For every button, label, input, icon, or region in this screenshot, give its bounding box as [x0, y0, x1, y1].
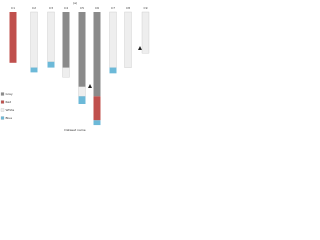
chart: (a) Dataset name C1 C2 C3 C4 C5 C6 C7 C8 C9 Gray R… — [0, 1, 150, 132]
legend-swatch — [0, 116, 5, 120]
bar-segment — [62, 67, 70, 78]
legend-label: Blue — [6, 116, 13, 120]
bar-segment — [109, 67, 117, 74]
legend-label: Red — [6, 100, 12, 104]
marker — [138, 46, 142, 50]
marker — [88, 84, 92, 88]
bar-segment — [93, 12, 101, 97]
legend-swatch — [0, 108, 5, 112]
bar-segment — [47, 11, 55, 62]
bar-segment — [78, 12, 86, 87]
x-tick-label: C1 — [11, 6, 15, 10]
x-tick-label: C4 — [64, 6, 68, 10]
bar-segment — [78, 96, 86, 104]
bar-segment — [109, 11, 117, 68]
bar-segment — [78, 86, 86, 97]
x-tick-label: C5 — [80, 6, 84, 10]
bar-segment — [47, 61, 55, 68]
x-tick-label: C2 — [32, 6, 36, 10]
x-tick-label: C7 — [111, 6, 115, 10]
bar-segment — [124, 11, 132, 68]
chart-title: (a) — [73, 1, 77, 5]
x-tick-label: C6 — [95, 6, 99, 10]
bar-segment — [141, 11, 150, 54]
bar-segment — [9, 12, 17, 63]
bar-segment — [93, 96, 101, 121]
legend-label: Gray — [6, 92, 13, 96]
legend-swatch — [0, 100, 5, 104]
bar-segment — [62, 12, 70, 68]
legend-swatch — [0, 92, 5, 96]
x-tick-label: C8 — [126, 6, 130, 10]
bar-segment — [30, 11, 38, 68]
bar-segment — [93, 120, 101, 126]
x-axis-label: Dataset name — [64, 128, 85, 132]
bar-segment — [30, 67, 38, 73]
x-tick-label: C9 — [143, 6, 147, 10]
x-tick-label: C3 — [49, 6, 53, 10]
legend-label: White — [6, 108, 15, 112]
